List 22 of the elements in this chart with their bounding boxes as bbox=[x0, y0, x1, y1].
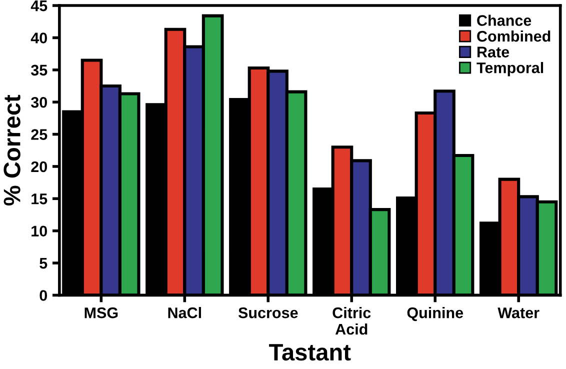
y-tick-label: 15 bbox=[32, 194, 48, 204]
y-tick-label: 45 bbox=[30, 0, 48, 12]
x-tick-label: NaCl bbox=[168, 307, 201, 318]
y-axis-title: % Correct bbox=[4, 94, 20, 206]
x-axis-title: Tastant bbox=[269, 344, 351, 361]
legend-label: Combined bbox=[477, 30, 550, 42]
y-tick-label: 10 bbox=[32, 226, 47, 237]
x-tick-label: Water bbox=[498, 308, 540, 318]
x-tick-label: Quinine bbox=[407, 307, 464, 322]
y-tick-label: 35 bbox=[30, 64, 48, 76]
y-tick-label: 30 bbox=[30, 96, 47, 108]
y-tick-label: 25 bbox=[31, 129, 48, 140]
x-tick-label: MSG bbox=[84, 307, 118, 318]
y-tick-label: 40 bbox=[30, 32, 47, 44]
x-tick-label: Citric Acid bbox=[332, 307, 371, 335]
legend-label: Temporal bbox=[476, 62, 544, 76]
y-tick-label: 5 bbox=[40, 258, 48, 269]
y-tick-label: 20 bbox=[31, 161, 47, 172]
x-tick-label: Sucrose bbox=[238, 307, 298, 318]
y-tick-label: 0 bbox=[40, 290, 47, 301]
legend-label: Chance bbox=[477, 14, 532, 26]
legend-label: Rate bbox=[478, 46, 510, 58]
